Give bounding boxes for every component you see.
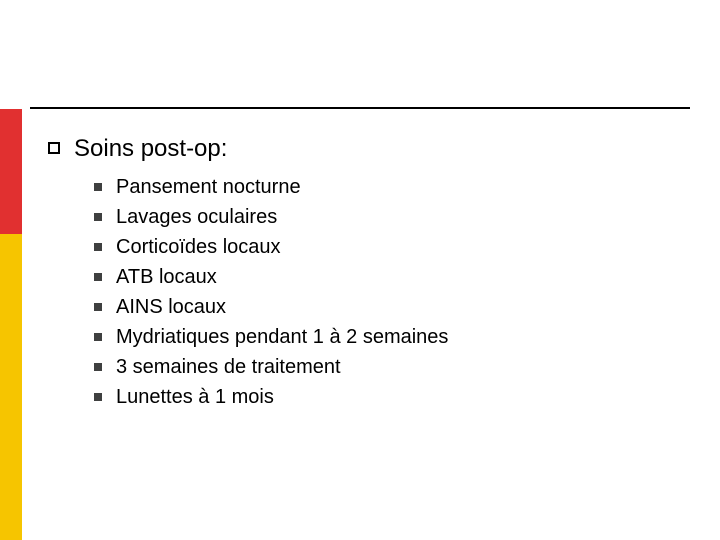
list-item-level2: Mydriatiques pendant 1 à 2 semaines [94,324,690,351]
square-bullet-filled-icon [94,303,102,311]
level2-text: AINS locaux [116,294,226,321]
list-item-level2: Corticoïdes locaux [94,234,690,261]
square-bullet-open-icon [48,142,60,154]
accent-stripe-segment [0,109,22,234]
level2-text: Corticoïdes locaux [116,234,281,261]
level2-text: 3 semaines de traitement [116,354,341,381]
accent-stripe [0,109,22,540]
list-item-level2: Lavages oculaires [94,204,690,231]
list-item-level1: Soins post-op: [48,134,690,164]
square-bullet-filled-icon [94,273,102,281]
list-item-level2: ATB locaux [94,264,690,291]
square-bullet-filled-icon [94,183,102,191]
level2-text: ATB locaux [116,264,217,291]
list-item-level2: Lunettes à 1 mois [94,384,690,411]
square-bullet-filled-icon [94,363,102,371]
square-bullet-filled-icon [94,213,102,221]
level1-text: Soins post-op: [74,134,227,164]
level2-text: Lavages oculaires [116,204,277,231]
horizontal-rule [30,107,690,109]
sub-list: Pansement nocturne Lavages oculaires Corti… [94,174,690,411]
list-item-level2: AINS locaux [94,294,690,321]
list-item-level2: Pansement nocturne [94,174,690,201]
level2-text: Mydriatiques pendant 1 à 2 semaines [116,324,448,351]
square-bullet-filled-icon [94,243,102,251]
level2-text: Lunettes à 1 mois [116,384,274,411]
square-bullet-filled-icon [94,393,102,401]
square-bullet-filled-icon [94,333,102,341]
level2-text: Pansement nocturne [116,174,301,201]
accent-stripe-segment [0,234,22,540]
content-area: Soins post-op: Pansement nocturne Lavages… [48,134,690,414]
list-item-level2: 3 semaines de traitement [94,354,690,381]
slide: Soins post-op: Pansement nocturne Lavages… [0,0,720,540]
